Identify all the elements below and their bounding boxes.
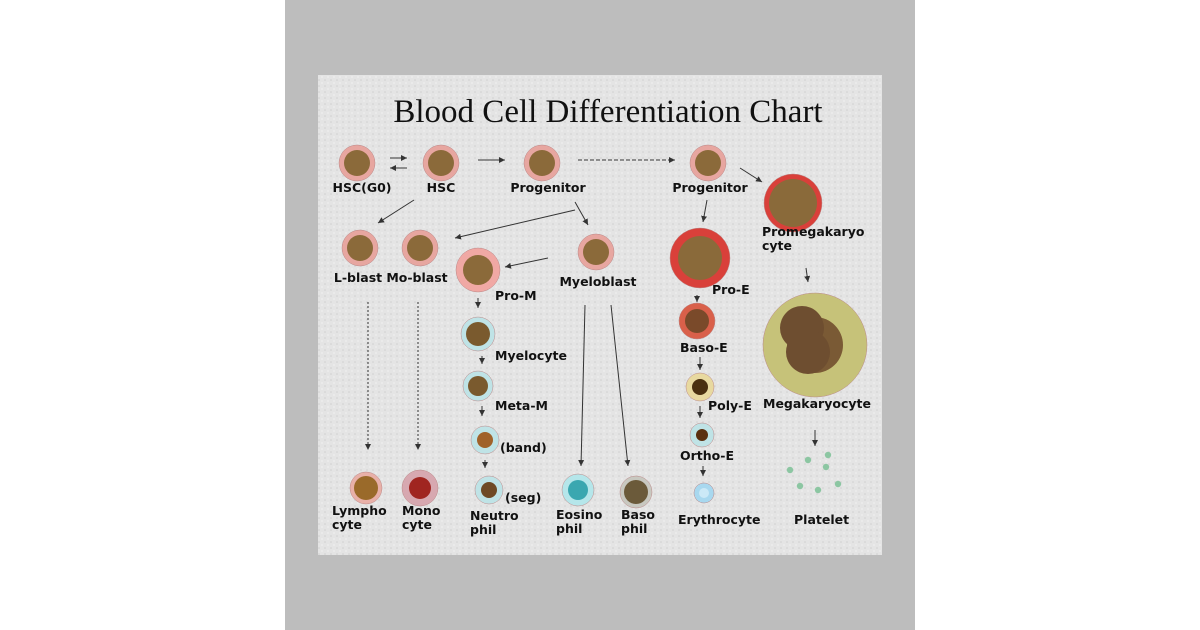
cell-nucleus xyxy=(529,150,555,176)
cell-nucleus xyxy=(583,239,609,265)
cell-nucleus xyxy=(344,150,370,176)
cell-label: Progenitor xyxy=(672,180,748,195)
cell-node: Baso-E xyxy=(678,302,728,355)
cell-nucleus xyxy=(466,322,490,346)
cell-node: (seg) xyxy=(474,475,541,505)
cell-node: Poly-E xyxy=(685,372,752,413)
cell-label: Megakaryocyte xyxy=(763,396,871,411)
cell-node: HSC xyxy=(422,144,460,195)
cell-node: (band) xyxy=(470,425,547,455)
cell-label: HSC xyxy=(427,180,456,195)
cell-nucleus xyxy=(786,330,830,374)
cell-label: Meta-M xyxy=(495,398,548,413)
cell-label: Platelet xyxy=(794,512,849,527)
cell-nucleus xyxy=(477,432,493,448)
cell-label: Ortho-E xyxy=(680,448,734,463)
cell-label: Progenitor xyxy=(510,180,586,195)
cell-label: Baso-E xyxy=(680,340,728,355)
cell-node: Pro-E xyxy=(669,227,750,297)
cell-nucleus xyxy=(699,488,709,498)
cell-nucleus xyxy=(428,150,454,176)
cell-nucleus xyxy=(347,235,373,261)
cell-nucleus xyxy=(695,150,721,176)
cell-nucleus xyxy=(354,476,378,500)
cell-nucleus xyxy=(409,477,431,499)
cell-label: (band) xyxy=(500,440,547,455)
cell-nucleus xyxy=(678,236,722,280)
cell-nucleus xyxy=(463,255,493,285)
cell-label: Promegakaryo xyxy=(762,224,865,239)
cell-node: Erythrocyte xyxy=(678,482,761,527)
cell-label: Neutro xyxy=(470,508,519,523)
cell-label: Mono xyxy=(402,503,441,518)
cell-label: Eosino xyxy=(556,507,603,522)
cell-label: HSC(G0) xyxy=(332,180,391,195)
cell-node: Myeloblast xyxy=(559,233,637,289)
cell-label: Baso xyxy=(621,507,655,522)
cell-label: cyte xyxy=(402,517,432,532)
cell-node: Ortho-E xyxy=(680,422,734,463)
cell-node: Mo-blast xyxy=(386,229,448,285)
platelet-dot xyxy=(804,456,812,464)
platelet-dot xyxy=(822,463,830,471)
cell-node: Progenitor xyxy=(672,144,748,195)
platelet-dot xyxy=(786,466,794,474)
platelet-dot xyxy=(796,482,804,490)
cell-nucleus xyxy=(624,480,648,504)
cell-nucleus xyxy=(685,309,709,333)
cell-node: Megakaryocyte xyxy=(762,292,871,411)
cell-label: (seg) xyxy=(505,490,541,505)
platelet-dot xyxy=(834,480,842,488)
cell-nucleus xyxy=(696,429,708,441)
cell-nucleus xyxy=(468,376,488,396)
cell-node: HSC(G0) xyxy=(332,144,392,195)
cell-node: Progenitor xyxy=(510,144,586,195)
arrows xyxy=(365,155,818,476)
cell-nucleus xyxy=(692,379,708,395)
cell-label: Pro-E xyxy=(712,282,750,297)
cell-label: Myelocyte xyxy=(495,348,567,363)
cell-node: Platelet xyxy=(786,451,849,527)
cell-label: L-blast xyxy=(334,270,382,285)
cell-node: L-blast xyxy=(334,229,382,285)
cell-label: phil xyxy=(621,521,647,536)
cell-label: Erythrocyte xyxy=(678,512,761,527)
cell-label: cyte xyxy=(762,238,792,253)
cell-label: Pro-M xyxy=(495,288,537,303)
cell-label: Myeloblast xyxy=(559,274,636,289)
platelet-dot xyxy=(814,486,822,494)
cell-label: Poly-E xyxy=(708,398,752,413)
cell-label: Lympho xyxy=(332,503,387,518)
cell-label: phil xyxy=(470,522,496,537)
cell-nucleus xyxy=(481,482,497,498)
cells: HSC(G0) HSC Progenitor Progenitor Promegakar… xyxy=(332,144,871,537)
cell-label: phil xyxy=(556,521,582,536)
cell-node: Meta-M xyxy=(462,370,548,413)
cell-label: cyte xyxy=(332,517,362,532)
cell-label: Mo-blast xyxy=(386,270,447,285)
cell-node: Myelocyte xyxy=(460,316,567,363)
cell-node: Pro-M xyxy=(455,247,537,303)
platelet-dot xyxy=(824,451,832,459)
cell-nucleus xyxy=(568,480,588,500)
cell-nucleus xyxy=(769,179,817,227)
cell-nucleus xyxy=(407,235,433,261)
title: Blood Cell Differentiation Chart xyxy=(393,94,822,130)
